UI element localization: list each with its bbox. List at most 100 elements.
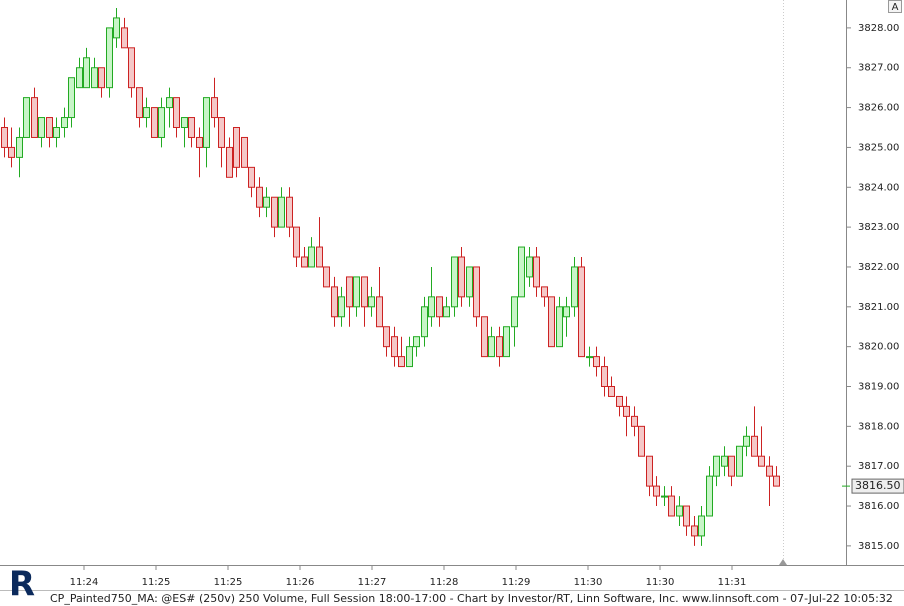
candle-body: [31, 97, 38, 138]
candle-body: [226, 146, 233, 178]
candle-body: [623, 405, 630, 417]
y-tick-label: 3821.00: [858, 302, 899, 313]
candle-body: [646, 455, 653, 487]
autoscale-button[interactable]: [888, 0, 902, 13]
x-tick-label: 11:25: [142, 577, 171, 588]
x-tick-label: 11:26: [286, 577, 315, 588]
y-tick-label: 3824.00: [858, 182, 899, 193]
candle-body: [691, 525, 698, 537]
candle-body: [16, 136, 23, 158]
candle-body: [301, 256, 308, 268]
candle-body: [661, 495, 668, 498]
footer-text: CP_Painted750_MA: @ES# (250v) 250 Volume…: [50, 592, 893, 605]
candle-body: [698, 515, 705, 537]
candle-body: [323, 266, 330, 288]
candle-body: [736, 445, 743, 477]
candle-body: [376, 296, 383, 328]
candle-body: [91, 67, 98, 89]
y-tick-label: 3818.00: [858, 421, 899, 432]
candle-body: [353, 276, 360, 308]
candle-body: [76, 67, 83, 89]
candle-body: [83, 57, 90, 89]
candle-body: [541, 286, 548, 298]
y-tick-label: 3823.00: [858, 222, 899, 233]
candle-body: [188, 117, 195, 138]
candle-body: [278, 196, 285, 228]
candle-body: [601, 366, 608, 387]
candle-body: [503, 326, 510, 358]
candle-body: [106, 27, 113, 89]
current-marker: [779, 559, 787, 565]
x-tick-label: 11:30: [646, 577, 675, 588]
candle-body: [413, 336, 420, 348]
candle-body: [721, 455, 728, 467]
candle-body: [68, 77, 75, 119]
x-tick-label: 11:31: [718, 577, 747, 588]
candle-body: [428, 296, 435, 318]
candle-body: [526, 256, 533, 278]
candle-body: [368, 296, 375, 308]
candle-body: [713, 455, 720, 477]
candle-body: [248, 166, 255, 188]
x-tick-label: 11:29: [502, 577, 531, 588]
candle-body: [143, 107, 150, 119]
candle-body: [571, 266, 578, 308]
candle-body: [218, 117, 225, 148]
x-tick-label: 11:27: [358, 577, 387, 588]
y-tick-label: 3815.00: [858, 541, 899, 552]
candle-body: [338, 296, 345, 318]
candle-body: [308, 246, 315, 268]
button-label: A: [892, 2, 899, 13]
candle-body: [668, 495, 675, 517]
candle-body: [728, 455, 735, 477]
candle-body: [151, 107, 158, 138]
candle-body: [451, 256, 458, 308]
candle-body: [391, 336, 398, 358]
candle-body: [211, 97, 218, 119]
candle-body: [578, 266, 585, 358]
y-tick-label: 3827.00: [858, 63, 899, 74]
y-tick-label: 3826.00: [858, 103, 899, 114]
candle-body: [331, 286, 338, 318]
x-tick-label: 11:30: [574, 577, 603, 588]
candle-body: [398, 356, 405, 368]
candle-body: [286, 196, 293, 228]
candle-body: [556, 306, 563, 348]
candle-body: [586, 356, 593, 359]
candle-body: [136, 87, 143, 119]
candle-body: [61, 117, 68, 129]
candle-body: [496, 336, 503, 358]
candle-body: [98, 67, 105, 89]
candle-body: [173, 97, 180, 129]
candle-body: [293, 226, 300, 258]
candle-body: [758, 455, 765, 467]
y-tick-label: 3822.00: [858, 262, 899, 273]
candle-body: [743, 435, 750, 447]
candle-body: [53, 127, 60, 138]
candle-body: [458, 256, 465, 298]
candle-body: [316, 246, 323, 268]
candle-body: [563, 306, 570, 318]
logo: R: [9, 565, 35, 605]
x-tick-label: 11:28: [430, 577, 459, 588]
candle-body: [406, 346, 413, 368]
y-tick-label: 3825.00: [858, 142, 899, 153]
candle-body: [263, 196, 270, 208]
candle-body: [706, 475, 713, 517]
candle-body: [256, 186, 263, 208]
candle-body: [773, 475, 780, 487]
candle-body: [113, 17, 120, 39]
candle-body: [676, 505, 683, 517]
candle-body: [158, 107, 165, 138]
y-tick-label: 3828.00: [858, 23, 899, 34]
candle-body: [473, 266, 480, 318]
candle-body: [466, 266, 473, 298]
candle-body: [766, 465, 773, 477]
candle-body: [638, 425, 645, 457]
candle-body: [616, 395, 623, 407]
candle-body: [346, 276, 353, 308]
y-tick-label: 3820.00: [858, 342, 899, 353]
candle-body: [38, 117, 45, 138]
candle-body: [23, 97, 30, 138]
